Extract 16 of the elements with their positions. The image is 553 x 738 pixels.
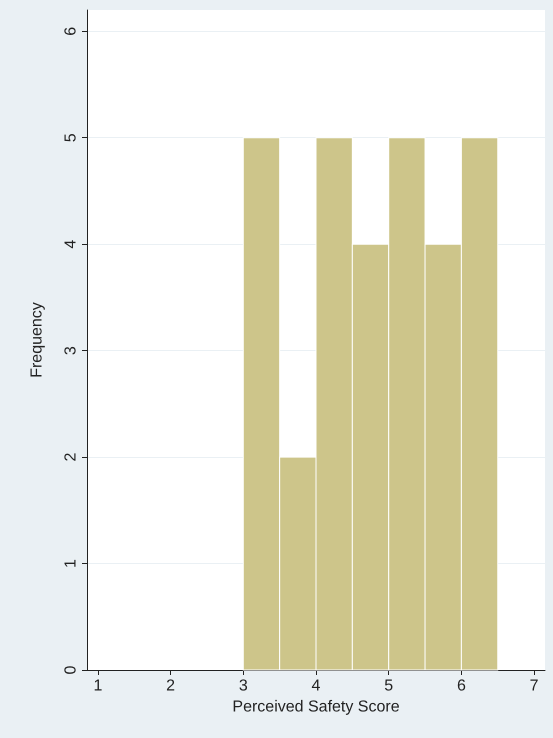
x-tick-label: 4: [312, 678, 321, 694]
y-tick-label: 4: [62, 240, 80, 249]
y-tick-label: 3: [62, 346, 80, 356]
y-tick-label: 2: [62, 452, 80, 462]
x-tick-label: 1: [93, 678, 102, 694]
y-tick-label: 0: [62, 665, 80, 674]
x-tick-label: 5: [384, 678, 394, 694]
x-tick-label: 6: [456, 678, 466, 694]
x-axis-title: Perceived Safety Score: [232, 698, 400, 716]
y-tick-label: 6: [62, 26, 80, 36]
x-tick-label: 2: [166, 678, 176, 694]
y-tick-label: 1: [62, 559, 80, 568]
x-tick-label: 3: [238, 678, 248, 694]
x-tick-label: 7: [530, 678, 539, 694]
y-tick-label: 5: [62, 133, 80, 142]
y-axis-title: Frequency: [28, 302, 46, 378]
